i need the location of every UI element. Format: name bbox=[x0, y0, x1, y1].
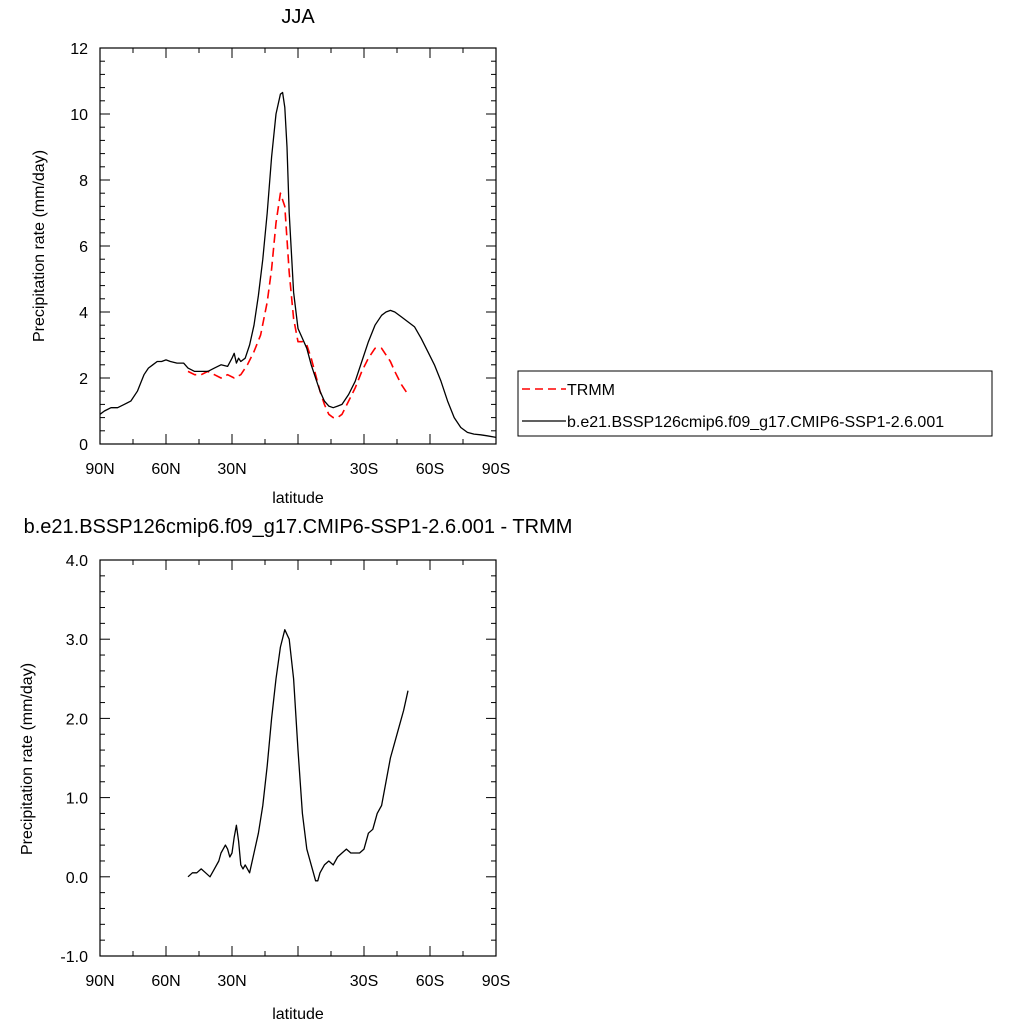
bottom-chart-xtick-label: 30N bbox=[217, 973, 246, 990]
top-chart-xtick-label: 60S bbox=[416, 461, 444, 478]
top-chart-xtick-label: 60N bbox=[151, 461, 180, 478]
bottom-chart-xtick-label: 60S bbox=[416, 973, 444, 990]
bottom-chart-frame bbox=[99, 559, 497, 957]
top-chart-xlabel: latitude bbox=[272, 490, 324, 507]
top-chart-ytick-label: 6 bbox=[79, 239, 88, 256]
bottom-chart: b.e21.BSSP126cmip6.f09_g17.CMIP6-SSP1-2.… bbox=[19, 516, 572, 1023]
bottom-chart-ylabel: Precipitation rate (mm/day) bbox=[19, 663, 36, 855]
bottom-chart-ytick-label: 4.0 bbox=[66, 553, 88, 570]
top-chart-ytick-label: 4 bbox=[79, 305, 88, 322]
bottom-chart-xlabel: latitude bbox=[272, 1006, 324, 1023]
top-chart-xtick-label: 30N bbox=[217, 461, 246, 478]
top-chart-ytick-label: 8 bbox=[79, 173, 88, 190]
top-chart-ytick-label: 2 bbox=[79, 371, 88, 388]
top-chart-ytick-label: 12 bbox=[70, 41, 88, 58]
bottom-chart-ytick-label: -1.0 bbox=[60, 949, 88, 966]
top-chart-ytick-label: 0 bbox=[79, 437, 88, 454]
bottom-chart-series bbox=[187, 629, 409, 882]
top-chart-title: JJA bbox=[281, 6, 315, 28]
top-chart-series-line-trmm bbox=[187, 192, 409, 419]
bottom-chart-xtick-label: 90N bbox=[85, 973, 114, 990]
bottom-chart-xtick-label: 60N bbox=[151, 973, 180, 990]
top-chart: JJA Precipitation rate (mm/day) latitude… bbox=[31, 6, 510, 507]
top-chart-xtick-label: 30S bbox=[350, 461, 378, 478]
bottom-chart-xtick-label: 90S bbox=[482, 973, 510, 990]
bottom-chart-ytick-label: 2.0 bbox=[66, 711, 88, 728]
top-chart-ylabel: Precipitation rate (mm/day) bbox=[31, 150, 48, 342]
bottom-chart-title: b.e21.BSSP126cmip6.f09_g17.CMIP6-SSP1-2.… bbox=[24, 516, 573, 538]
top-chart-legend: TRMM b.e21.BSSP126cmip6.f09_g17.CMIP6-SS… bbox=[517, 370, 993, 437]
top-chart-xtick-label: 90S bbox=[482, 461, 510, 478]
legend-label-trmm: TRMM bbox=[567, 382, 615, 399]
top-chart-frame bbox=[99, 47, 497, 445]
bottom-chart-ytick-label: 3.0 bbox=[66, 632, 88, 649]
top-chart-series bbox=[99, 91, 497, 439]
legend-box bbox=[517, 370, 993, 437]
legend-label-model: b.e21.BSSP126cmip6.f09_g17.CMIP6-SSP1-2.… bbox=[567, 414, 944, 431]
top-chart-xtick-label: 90N bbox=[85, 461, 114, 478]
top-chart-series-line-b-e21-bssp126cmip6-f bbox=[99, 91, 497, 439]
bottom-chart-series-line-difference bbox=[187, 629, 409, 882]
bottom-chart-ytick-label: 0.0 bbox=[66, 870, 88, 887]
top-chart-ytick-label: 10 bbox=[70, 107, 88, 124]
top-chart-ticks: 90N 60N 30N 30S 60S 90S 0 2 4 6 8 10 12 bbox=[70, 41, 510, 478]
bottom-chart-ytick-label: 1.0 bbox=[66, 791, 88, 808]
bottom-chart-ticks: 90N 60N 30N 30S 60S 90S -1.0 0.0 1.0 2.0 3.0 4.0 bbox=[60, 553, 510, 990]
bottom-chart-xtick-label: 30S bbox=[350, 973, 378, 990]
